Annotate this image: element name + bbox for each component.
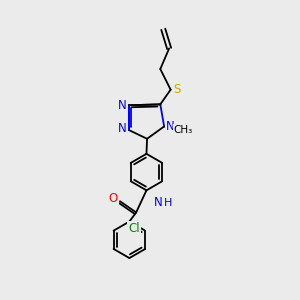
Text: H: H (164, 198, 173, 208)
Text: O: O (109, 192, 118, 205)
Text: N: N (166, 120, 175, 133)
Text: N: N (118, 122, 127, 135)
Text: S: S (173, 83, 181, 96)
Text: CH₃: CH₃ (174, 125, 193, 135)
Text: N: N (154, 196, 163, 209)
Text: N: N (118, 99, 127, 112)
Text: Cl: Cl (128, 222, 140, 235)
